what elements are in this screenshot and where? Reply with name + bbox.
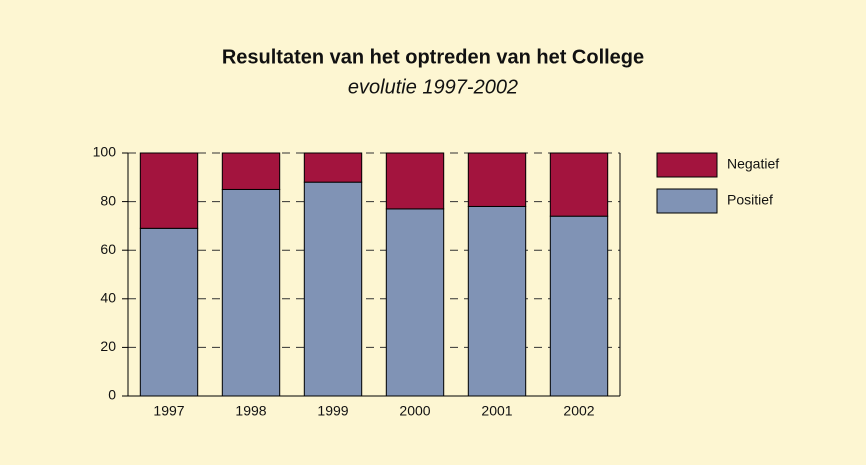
chart-subtitle: evolutie 1997-2002 xyxy=(348,76,518,98)
x-tick-label: 1999 xyxy=(317,403,348,419)
bar-segment xyxy=(385,152,445,210)
bar-segment xyxy=(549,215,609,397)
legend-label: Positief xyxy=(727,192,773,208)
bar-segment xyxy=(303,152,363,183)
y-tick-label: 100 xyxy=(93,144,117,160)
y-tick-label: 60 xyxy=(100,241,116,257)
bar-segment xyxy=(139,227,199,397)
y-tick-label: 40 xyxy=(100,290,116,306)
y-tick-label: 80 xyxy=(100,192,116,208)
bar-segment xyxy=(467,205,527,397)
bar-segment xyxy=(303,181,363,397)
legend-swatch xyxy=(656,152,718,178)
x-tick-label: 2002 xyxy=(563,403,594,419)
legend-swatch xyxy=(656,188,718,214)
bar-segment xyxy=(549,152,609,217)
x-tick-label: 2001 xyxy=(481,403,512,419)
y-tick-label: 0 xyxy=(108,387,116,403)
bar-segment xyxy=(467,152,527,207)
bar-segment xyxy=(221,188,281,397)
legend-label: Negatief xyxy=(727,156,779,172)
bar-segment xyxy=(221,152,281,190)
y-tick-label: 20 xyxy=(100,338,116,354)
bar-segment xyxy=(139,152,199,229)
x-tick-label: 1997 xyxy=(153,403,184,419)
x-tick-label: 2000 xyxy=(399,403,430,419)
bar-segment xyxy=(385,208,445,397)
x-tick-label: 1998 xyxy=(235,403,266,419)
chart-title: Resultaten van het optreden van het Coll… xyxy=(222,46,644,68)
